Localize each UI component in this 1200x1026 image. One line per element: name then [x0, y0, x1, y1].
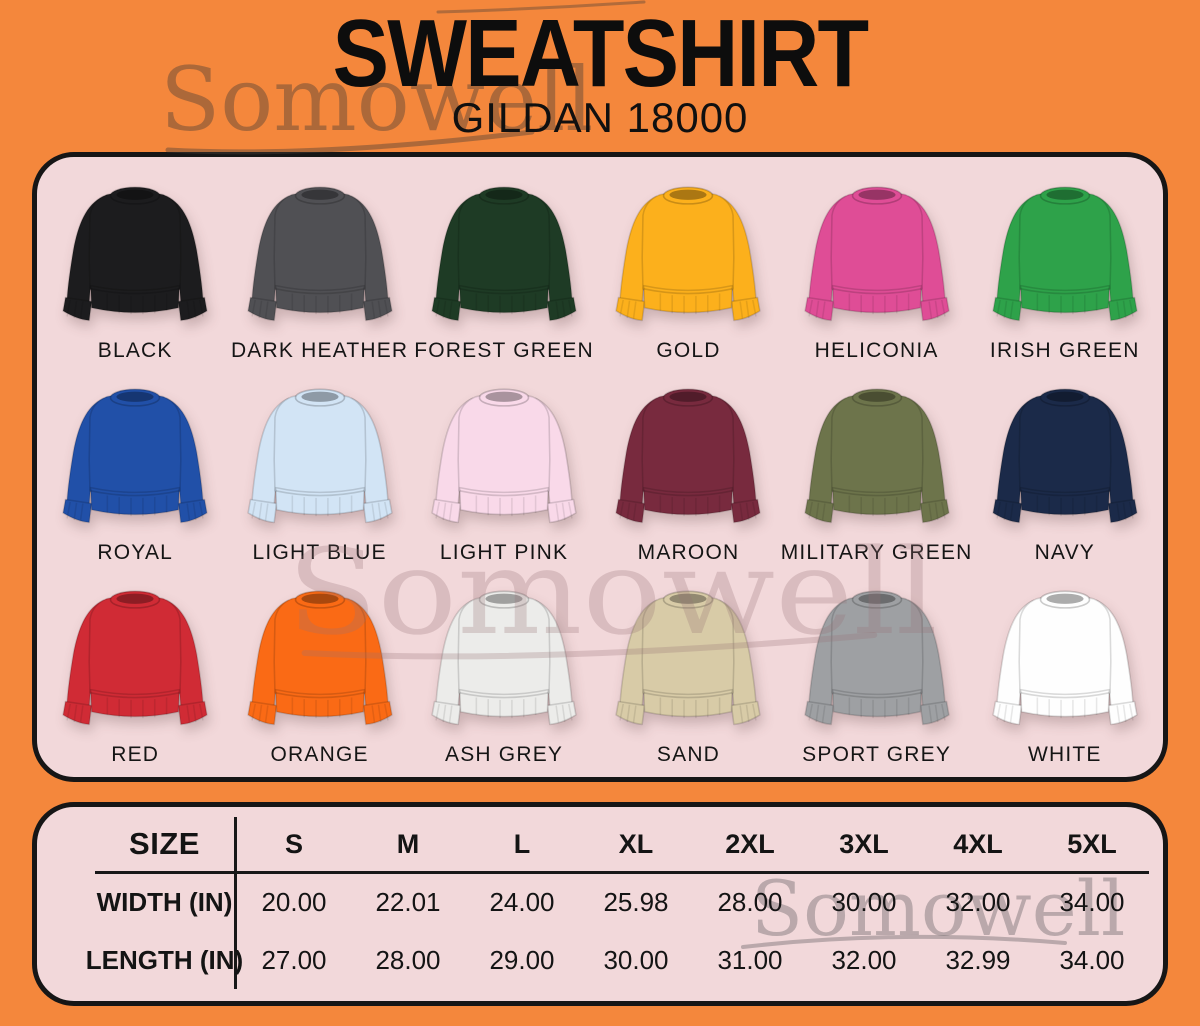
swatch-label: FOREST GREEN	[414, 339, 594, 362]
size-value: 32.99	[945, 944, 1011, 975]
swatch-label: MAROON	[637, 541, 740, 564]
size-value: 28.00	[375, 944, 441, 975]
size-column-header-2xl: 2XL	[693, 817, 807, 875]
swatch-military-green: MILITARY GREEN	[781, 367, 973, 569]
size-column-header-l: L	[465, 817, 579, 875]
swatch-navy: NAVY	[973, 367, 1157, 569]
swatch-label: WHITE	[1027, 743, 1102, 766]
sweatshirt-graphic	[46, 179, 224, 337]
sweatshirt-graphic	[788, 583, 966, 741]
sweatshirt-graphic	[976, 583, 1154, 741]
size-value: 25.98	[603, 887, 669, 918]
swatch-forest-green: FOREST GREEN	[412, 165, 596, 367]
sweatshirt-graphic	[415, 583, 593, 741]
size-column-header-s: S	[237, 817, 351, 875]
swatch-light-pink: LIGHT PINK	[412, 367, 596, 569]
size-column-header-m: M	[351, 817, 465, 875]
sweatshirt-graphic	[976, 179, 1154, 337]
swatch-ash-grey: ASH GREY	[412, 569, 596, 771]
swatch-label: LIGHT BLUE	[252, 541, 387, 564]
swatch-label: ROYAL	[97, 541, 174, 564]
swatch-gold: GOLD	[596, 165, 780, 367]
size-row-label-width-in-: WIDTH (IN)	[95, 874, 237, 932]
swatch-irish-green: IRISH GREEN	[973, 165, 1157, 367]
size-table: SIZE S M L XL 2XL 3XL 4XL 5XL WIDTH (IN) 20.00 22.0…	[37, 807, 1163, 1001]
size-value: 28.00	[717, 887, 783, 918]
swatch-label: ASH GREY	[444, 743, 564, 766]
size-column-header-3xl: 3XL	[807, 817, 921, 875]
page-title: SWEATSHIRT	[332, 0, 869, 107]
swatch-red: RED	[43, 569, 227, 771]
swatch-orange: ORANGE	[227, 569, 411, 771]
size-value: 34.00	[1059, 944, 1125, 975]
size-column-header-xl: XL	[579, 817, 693, 875]
size-table-corner-header: SIZE	[95, 817, 237, 875]
size-value: 31.00	[717, 944, 783, 975]
size-value: 34.00	[1059, 887, 1125, 918]
swatch-label: DARK HEATHER	[230, 339, 409, 362]
sweatshirt-graphic	[599, 179, 777, 337]
size-value: 22.01	[375, 887, 441, 918]
sweatshirt-graphic	[46, 583, 224, 741]
size-value: 30.00	[831, 887, 897, 918]
size-value: 30.00	[603, 944, 669, 975]
size-value: 24.00	[489, 887, 555, 918]
sweatshirt-graphic	[46, 381, 224, 539]
size-row-label-length-in-: LENGTH (IN)	[86, 931, 243, 989]
swatch-sport-grey: SPORT GREY	[781, 569, 973, 771]
swatch-label: ORANGE	[270, 743, 369, 766]
sweatshirt-graphic	[788, 179, 966, 337]
swatch-label: BLACK	[97, 339, 173, 362]
size-value: 29.00	[489, 944, 555, 975]
swatch-label: GOLD	[656, 339, 721, 362]
swatch-label: RED	[111, 743, 160, 766]
swatch-label: NAVY	[1034, 541, 1095, 564]
swatch-black: BLACK	[43, 165, 227, 367]
size-column-header-5xl: 5XL	[1035, 817, 1149, 875]
sweatshirt-graphic	[231, 583, 409, 741]
swatch-dark-heather: DARK HEATHER	[227, 165, 411, 367]
sweatshirt-graphic	[788, 381, 966, 539]
sweatshirt-graphic	[599, 381, 777, 539]
size-column-header-4xl: 4XL	[921, 817, 1035, 875]
swatch-label: MILITARY GREEN	[780, 541, 973, 564]
sweatshirt-graphic	[415, 179, 593, 337]
swatch-grid: BLACK DARK HEATHER FOREST GREEN GOLD HELICON…	[37, 157, 1163, 777]
size-value: 32.00	[831, 944, 897, 975]
swatch-maroon: MAROON	[596, 367, 780, 569]
swatch-white: WHITE	[973, 569, 1157, 771]
header: SWEATSHIRT GILDAN 18000	[0, 0, 1200, 142]
size-value: 27.00	[261, 944, 327, 975]
size-value: 20.00	[261, 887, 327, 918]
swatch-light-blue: LIGHT BLUE	[227, 367, 411, 569]
swatch-royal: ROYAL	[43, 367, 227, 569]
swatch-label: SPORT GREY	[802, 743, 952, 766]
sweatshirt-graphic	[231, 179, 409, 337]
swatch-label: IRISH GREEN	[989, 339, 1140, 362]
swatch-sand: SAND	[596, 569, 780, 771]
sweatshirt-graphic	[231, 381, 409, 539]
size-value: 32.00	[945, 887, 1011, 918]
swatch-label: LIGHT PINK	[439, 541, 569, 564]
sweatshirt-graphic	[599, 583, 777, 741]
size-table-panel: Somowell SIZE S M L XL 2XL 3XL 4XL 5XL WIDTH (IN)…	[32, 802, 1168, 1006]
swatch-label: SAND	[656, 743, 721, 766]
color-swatch-panel: BLACK DARK HEATHER FOREST GREEN GOLD HELICON…	[32, 152, 1168, 782]
sweatshirt-graphic	[976, 381, 1154, 539]
swatch-heliconia: HELICONIA	[781, 165, 973, 367]
swatch-label: HELICONIA	[814, 339, 939, 362]
page-subtitle: GILDAN 18000	[451, 94, 749, 141]
sweatshirt-graphic	[415, 381, 593, 539]
